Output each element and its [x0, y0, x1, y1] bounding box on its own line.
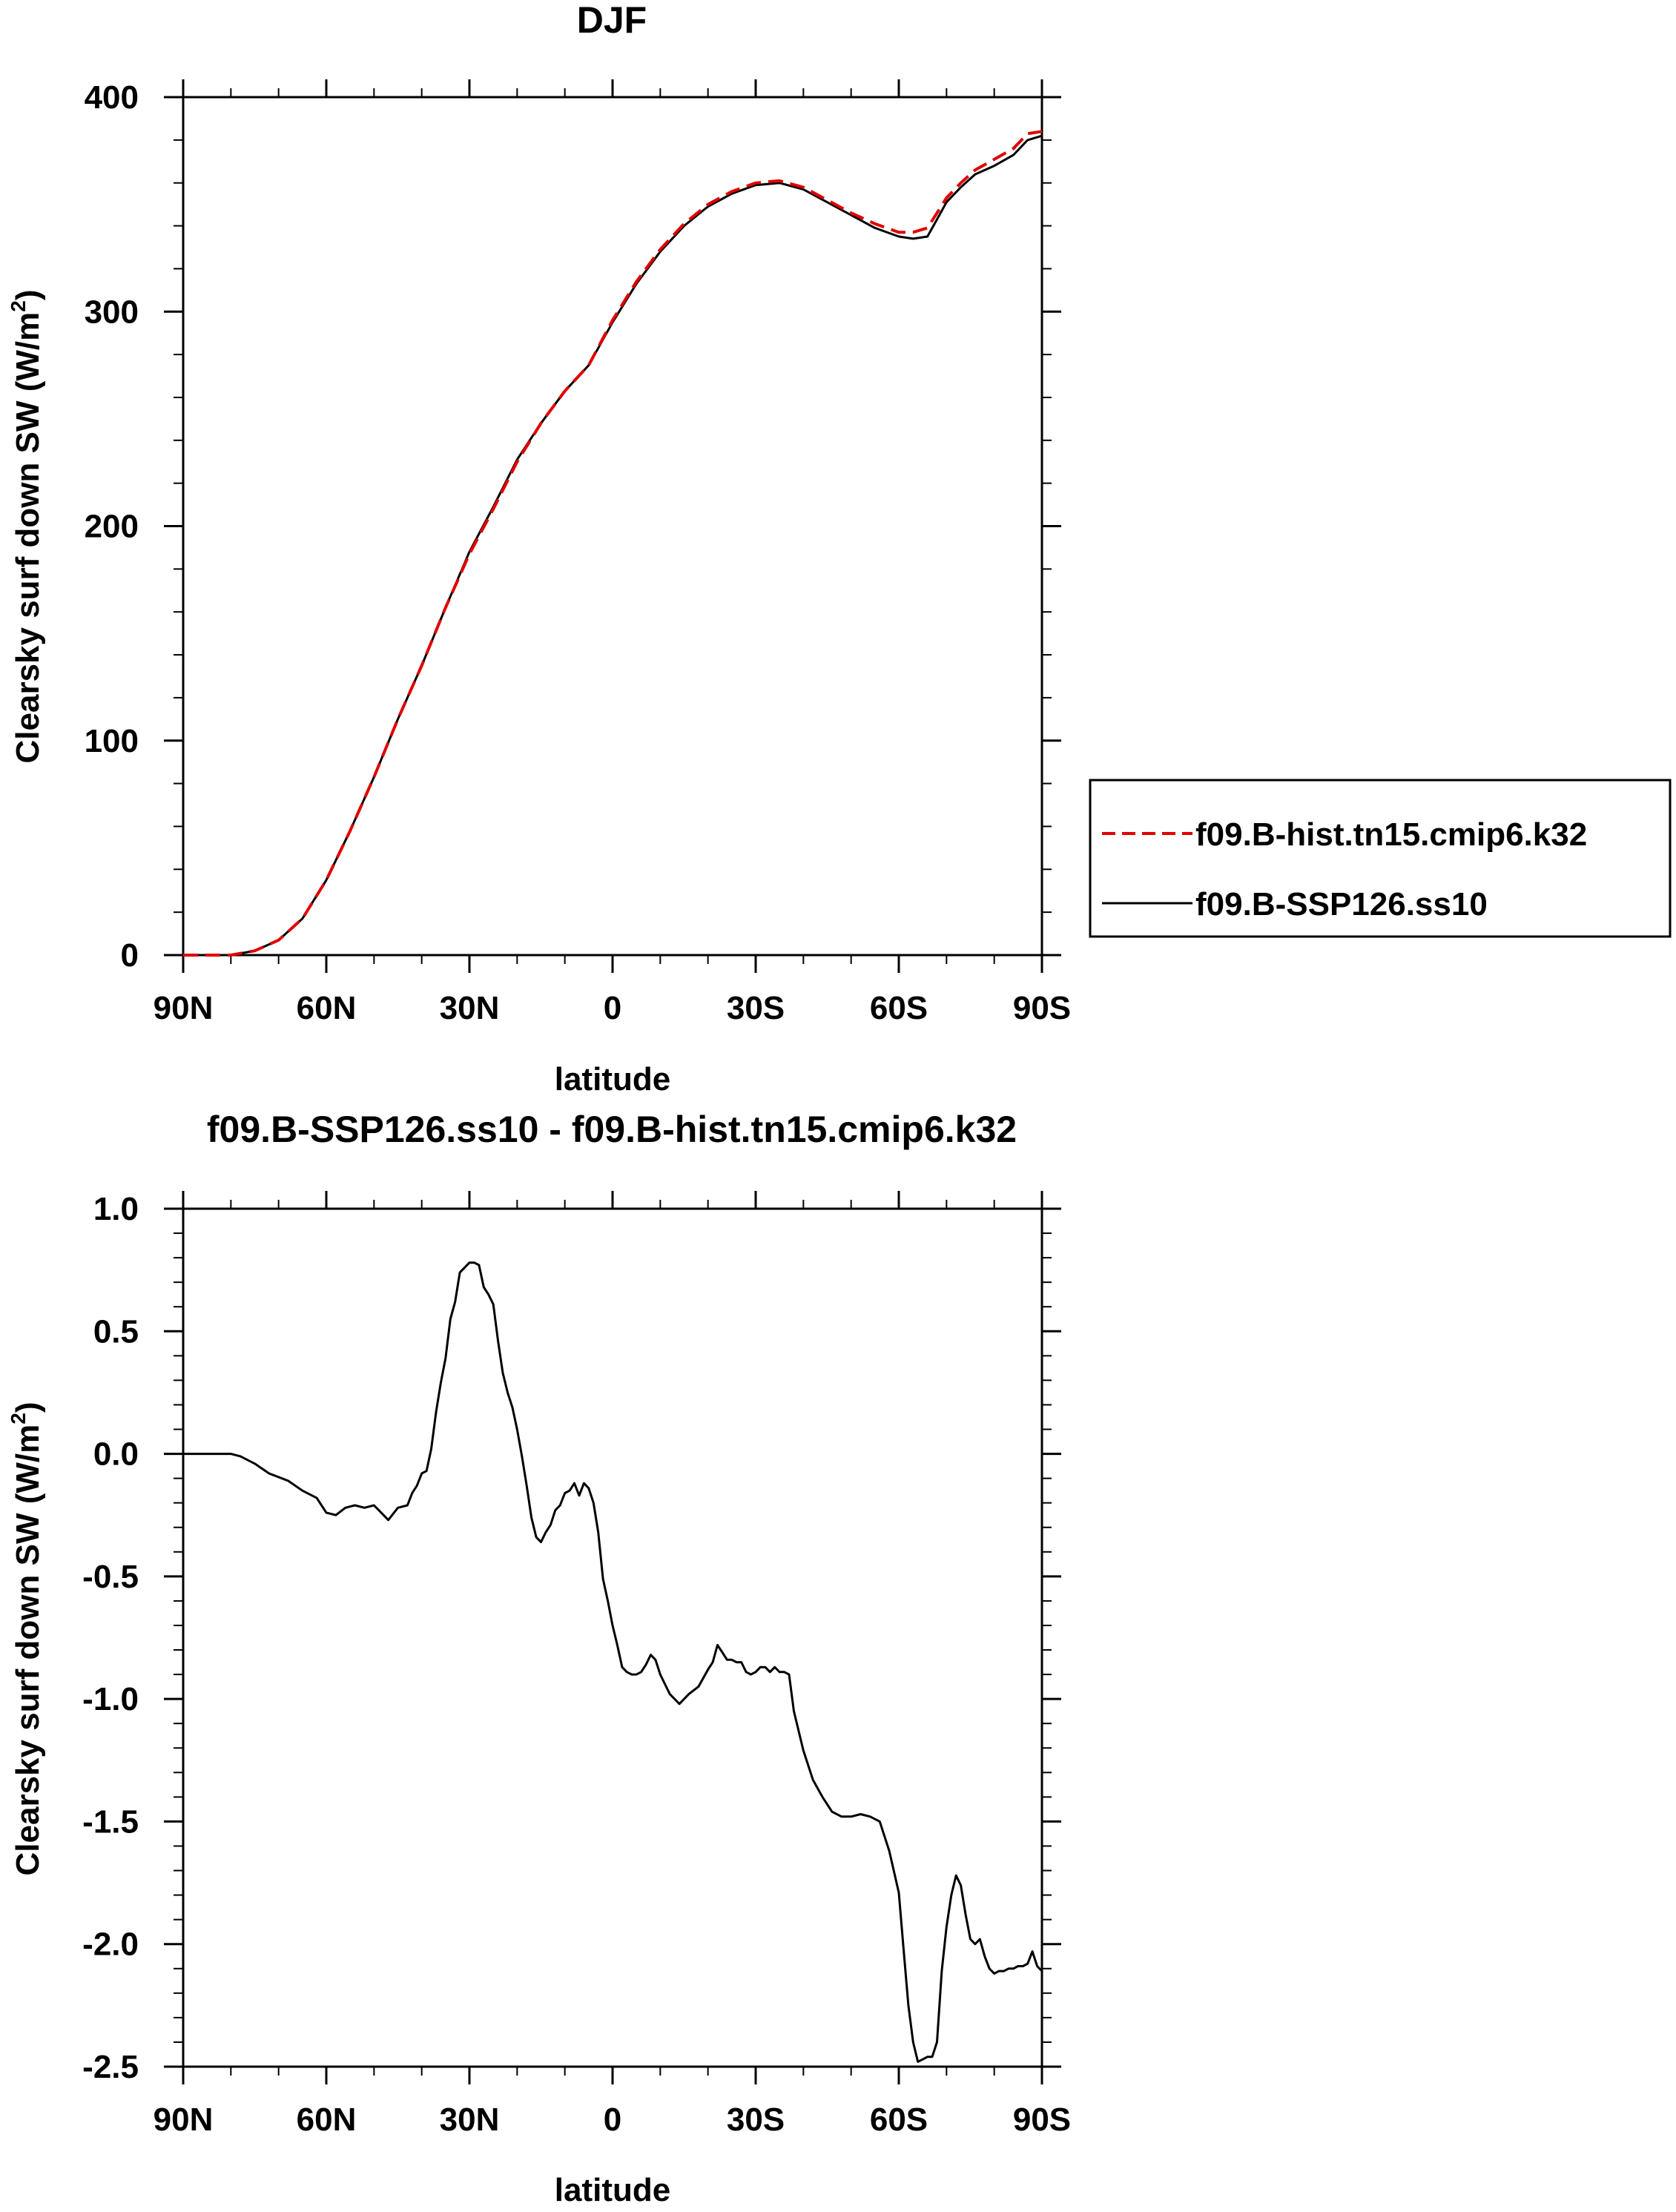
bottom-y-tick-label: -2.5	[82, 2049, 139, 2085]
top-x-tick-label: 60N	[297, 990, 357, 1026]
bottom-y-tick-label: -0.5	[82, 1559, 139, 1595]
bottom-x-tick-label: 90S	[1013, 2102, 1071, 2138]
bottom-y-tick-label: -2.0	[82, 1927, 139, 1963]
top-series-group	[183, 130, 1043, 957]
bottom-y-tick-label: 0.5	[93, 1313, 139, 1350]
top-panel-title: DJF	[577, 0, 647, 41]
bottom-x-axis-label: latitude	[555, 2172, 670, 2208]
legend-box	[1089, 779, 1672, 938]
top-y-tick-labels: 0 100 200 300 400	[85, 79, 139, 974]
top-x-tick-labels: 90N 60N 30N 0 30S 60S 90S	[154, 990, 1072, 1026]
bottom-x-tick-label: 0	[604, 2102, 621, 2138]
top-tick-marks	[164, 79, 1061, 973]
bottom-x-tick-label: 90N	[154, 2102, 214, 2138]
legend-label-hist: f09.B-hist.tn15.cmip6.k32	[1195, 816, 1587, 853]
top-x-axis-label: latitude	[555, 1061, 670, 1097]
legend: f09.B-hist.tn15.cmip6.k32 f09.B-SSP126.s…	[1089, 779, 1672, 938]
top-y-axis-label-main: Clearsky surf down SW (W/m	[10, 312, 46, 764]
top-panel: DJF 90N 60N 30N 0 30S 60S 90S 0 100 200 300 400 la…	[7, 0, 1672, 1097]
top-series-line-ssp	[183, 134, 1043, 957]
top-x-tick-label: 30S	[727, 990, 785, 1026]
bottom-x-tick-label: 60N	[297, 2102, 357, 2138]
bottom-series-line-difference	[183, 1261, 1043, 2063]
top-y-tick-label: 0	[121, 937, 139, 974]
top-x-tick-label: 30N	[440, 990, 500, 1026]
top-y-axis-label: Clearsky surf down SW (W/m2)	[7, 290, 46, 764]
bottom-y-axis-label-superscript: 2	[7, 1413, 30, 1424]
top-x-tick-label: 60S	[870, 990, 928, 1026]
legend-label-ssp: f09.B-SSP126.ss10	[1195, 886, 1488, 922]
bottom-panel-title: f09.B-SSP126.ss10 - f09.B-hist.tn15.cmip…	[207, 1109, 1017, 1150]
top-x-tick-label: 90N	[154, 990, 214, 1026]
bottom-plot-frame	[182, 1207, 1043, 2068]
bottom-y-tick-label: 1.0	[93, 1191, 139, 1227]
top-y-tick-label: 400	[85, 79, 139, 116]
top-y-axis-label-superscript: 2	[7, 300, 30, 312]
bottom-x-tick-label: 30S	[727, 2102, 785, 2138]
top-y-tick-label: 200	[85, 509, 139, 545]
bottom-y-axis-label: Clearsky surf down SW (W/m2)	[7, 1402, 46, 1876]
top-y-tick-label: 300	[85, 294, 139, 330]
bottom-y-tick-label: -1.0	[82, 1681, 139, 1717]
top-x-tick-label: 0	[604, 990, 621, 1026]
bottom-x-tick-label: 30N	[440, 2102, 500, 2138]
top-y-axis-label-close: )	[10, 290, 46, 301]
bottom-y-tick-labels: 1.0 0.5 0.0 -0.5 -1.0 -1.5 -2.0 -2.5	[82, 1191, 139, 2085]
bottom-plot-area	[164, 1191, 1061, 2084]
top-plot-frame	[182, 96, 1043, 957]
top-x-tick-label: 90S	[1013, 990, 1071, 1026]
bottom-y-tick-label: -1.5	[82, 1803, 139, 1840]
bottom-x-tick-labels: 90N 60N 30N 0 30S 60S 90S	[154, 2102, 1072, 2138]
bottom-y-axis-label-main: Clearsky surf down SW (W/m	[10, 1424, 46, 1876]
bottom-panel: f09.B-SSP126.ss10 - f09.B-hist.tn15.cmip…	[7, 1109, 1071, 2208]
top-y-tick-label: 100	[85, 723, 139, 759]
bottom-y-tick-label: 0.0	[93, 1436, 139, 1473]
bottom-series-group	[183, 1261, 1043, 2063]
bottom-y-axis-label-close: )	[10, 1402, 46, 1413]
top-series-line-hist	[183, 130, 1043, 957]
bottom-x-tick-label: 60S	[870, 2102, 928, 2138]
bottom-tick-marks	[164, 1191, 1061, 2084]
top-plot-area	[164, 79, 1061, 973]
